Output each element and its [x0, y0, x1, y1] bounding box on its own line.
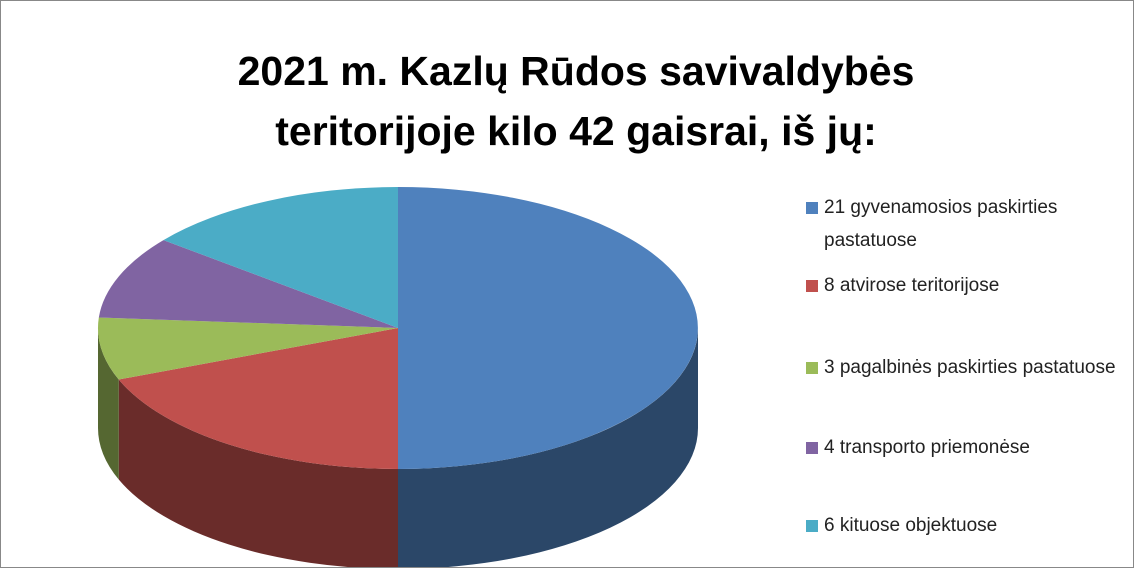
- slice-side: [98, 328, 119, 480]
- legend-swatch: [806, 520, 818, 532]
- slice-side: [118, 379, 398, 567]
- legend-entry: 8 atvirose teritorijose: [806, 269, 1133, 302]
- legend-label: 6 kituose objektuose: [824, 515, 998, 536]
- legend-label: 4 transporto priemonėse: [824, 437, 1030, 458]
- slice: [98, 240, 398, 328]
- legend-swatch: [806, 442, 818, 454]
- slice-side: [398, 328, 698, 567]
- legend-label: 21 gyvenamosios paskirties pastatuose: [824, 197, 1058, 251]
- slice: [398, 187, 698, 469]
- legend-entry: 21 gyvenamosios paskirties pastatuose: [806, 191, 1133, 257]
- legend-label: 3 pagalbinės paskirties pastatuose: [824, 357, 1116, 378]
- legend-entry: 6 kituose objektuose: [806, 509, 1133, 542]
- legend-swatch: [806, 280, 818, 292]
- slice: [163, 187, 398, 328]
- slice: [97, 317, 398, 380]
- legend-entry: 3 pagalbinės paskirties pastatuose: [806, 351, 1133, 384]
- legend-entry: 4 transporto priemonėse: [806, 431, 1133, 464]
- legend-swatch: [806, 362, 818, 374]
- chart-title: 2021 m. Kazlų Rūdos savivaldybės teritor…: [237, 48, 915, 154]
- legend-label: 8 atvirose teritorijose: [824, 275, 1000, 296]
- legend-swatch: [806, 202, 818, 214]
- slice: [118, 328, 398, 469]
